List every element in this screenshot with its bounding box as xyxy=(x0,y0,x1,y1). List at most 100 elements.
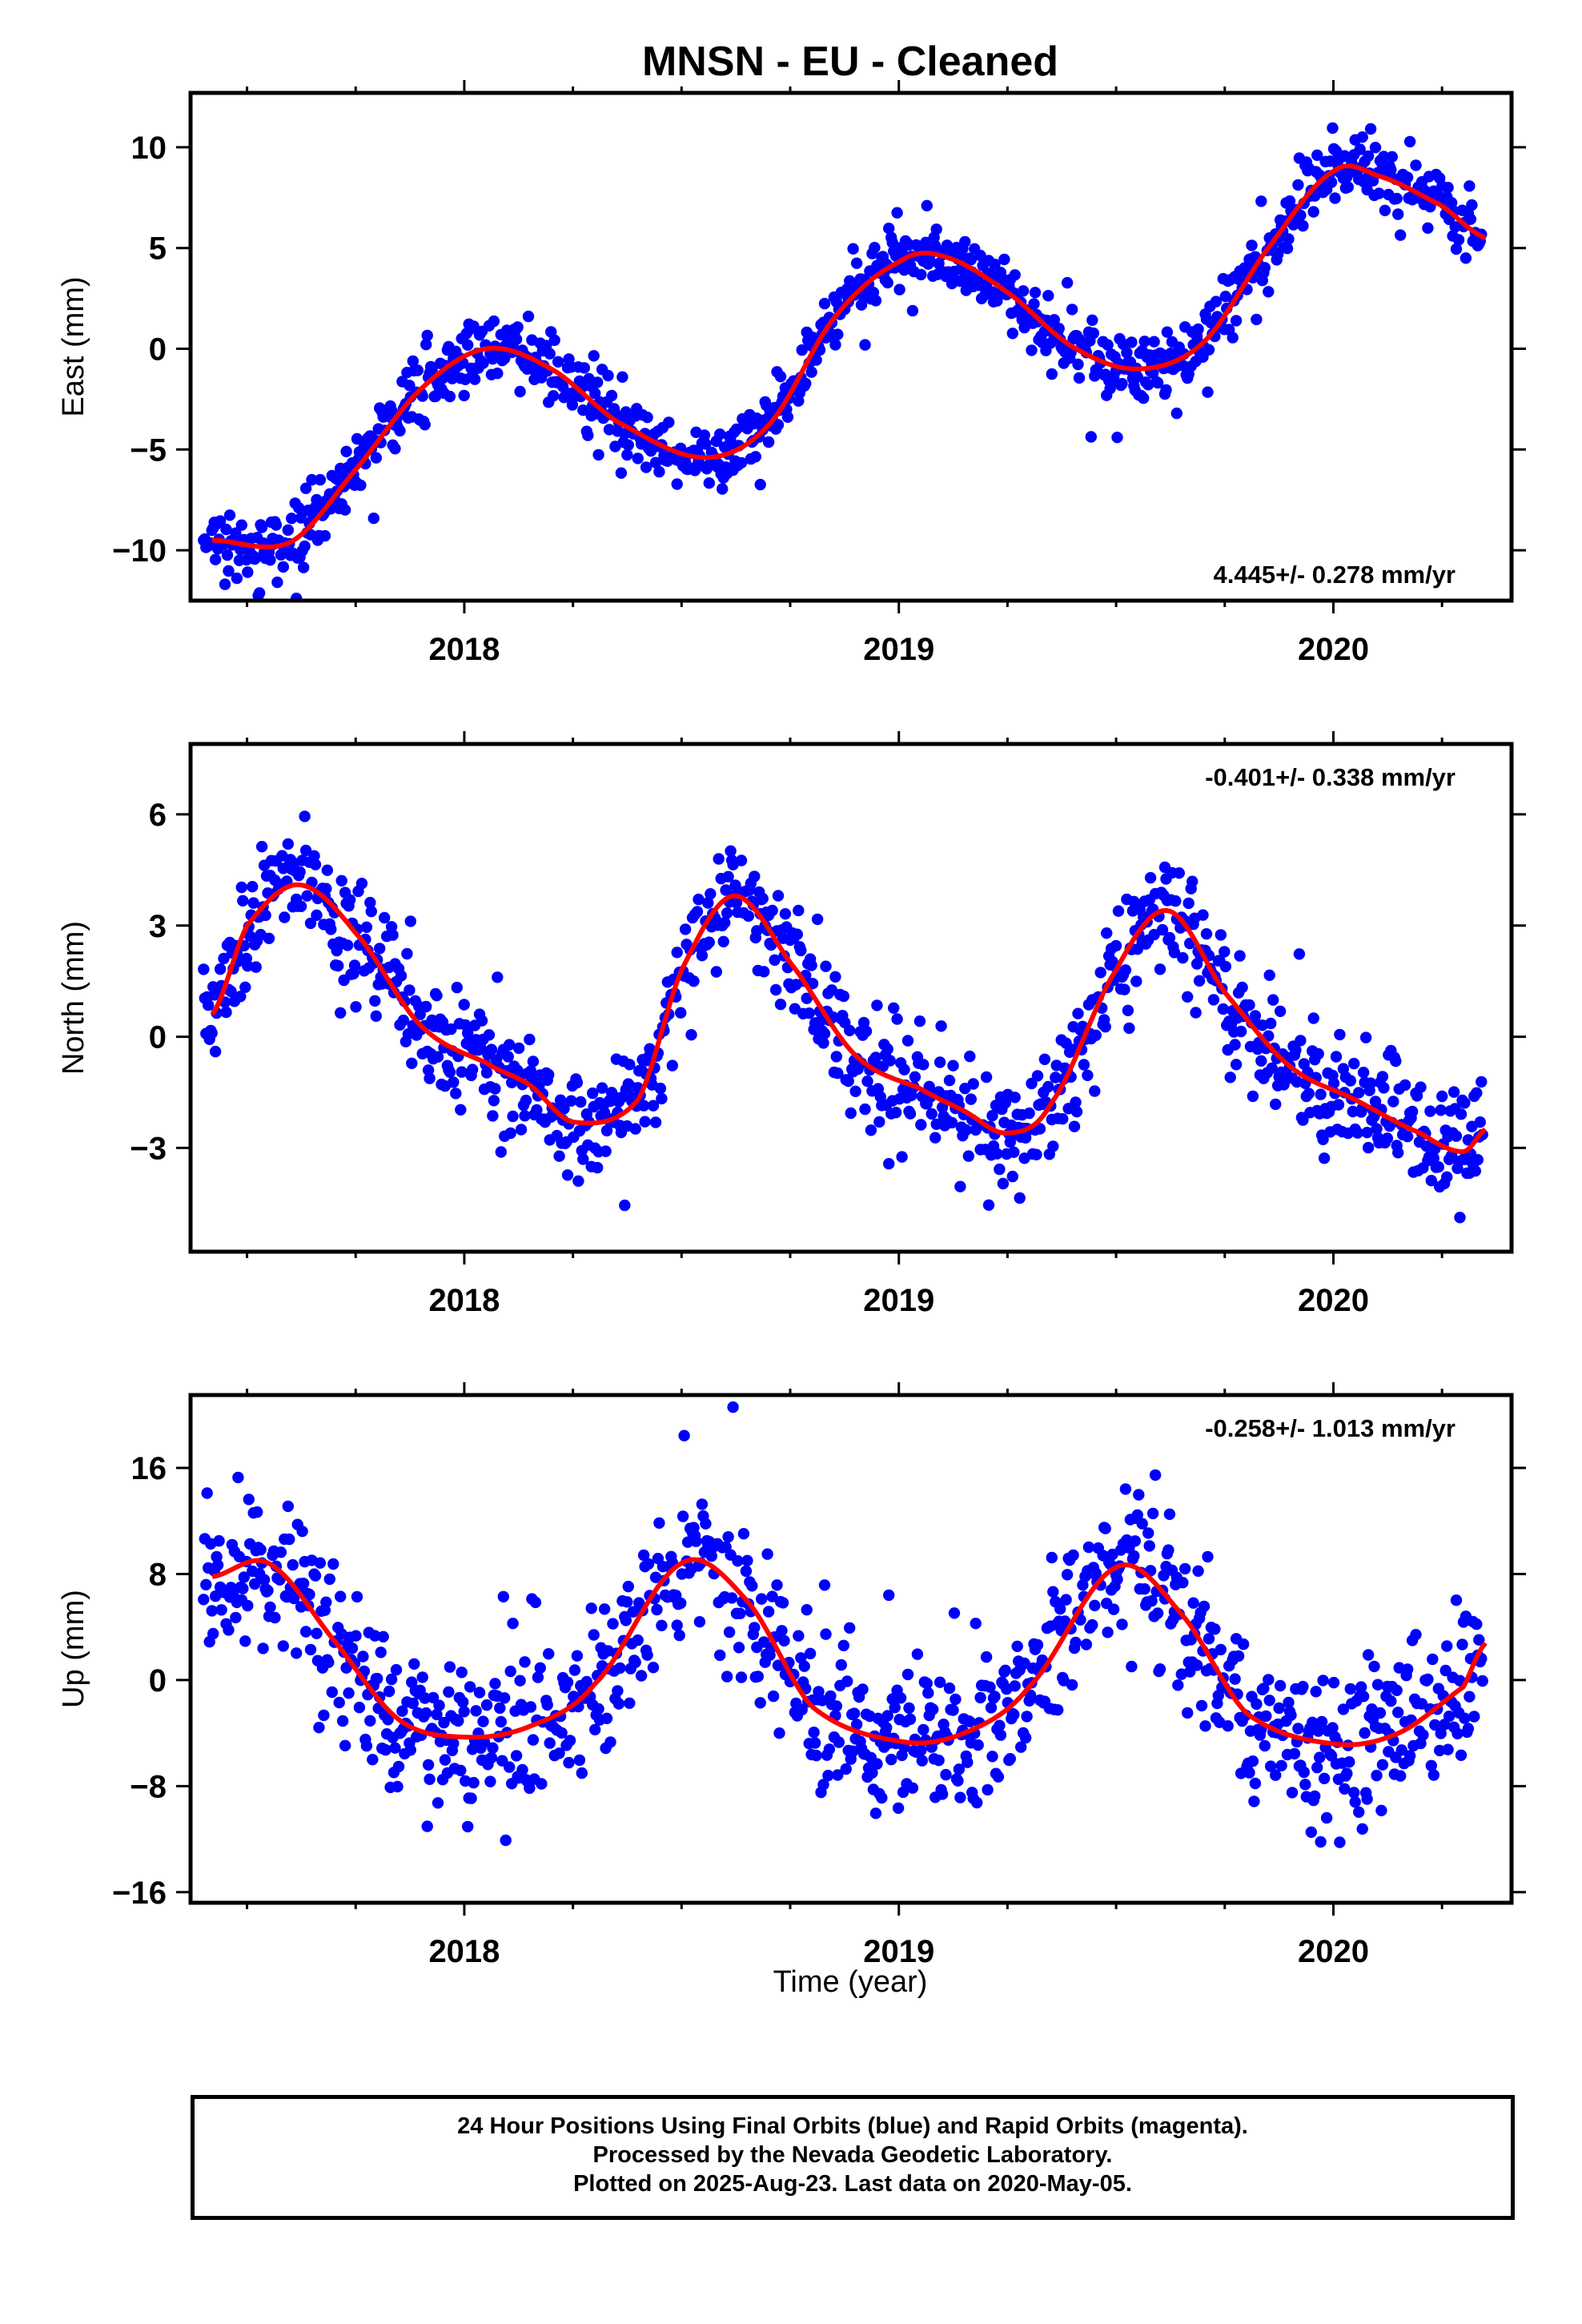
up-y-tick-label: −16 xyxy=(112,1876,167,1911)
up-point xyxy=(1415,1698,1428,1710)
east-point xyxy=(1392,208,1404,220)
north-point xyxy=(1034,1123,1046,1135)
up-point xyxy=(1018,1657,1030,1670)
up-panel: 2018 2019 2020 −16 −8 0 8 16 Up (mm) -0.258+/- 1.… xyxy=(57,1382,1526,1969)
north-point xyxy=(1082,1069,1094,1082)
north-point xyxy=(693,893,705,906)
north-point xyxy=(527,1055,540,1068)
up-point xyxy=(592,1703,604,1715)
up-point xyxy=(885,1753,897,1766)
north-point xyxy=(1197,909,1209,921)
up-point xyxy=(1288,1747,1301,1760)
north-point xyxy=(719,916,731,929)
up-point xyxy=(1195,1699,1208,1712)
up-point xyxy=(936,1788,949,1800)
up-point xyxy=(647,1662,660,1674)
up-point xyxy=(1299,1779,1311,1791)
up-point xyxy=(529,1596,542,1609)
up-x-tick-label: 2018 xyxy=(428,1934,500,1969)
up-point xyxy=(333,1696,345,1709)
east-point xyxy=(1086,314,1098,326)
up-point xyxy=(1209,1623,1221,1635)
east-rate-label: 4.445+/- 0.278 mm/yr xyxy=(1214,561,1456,589)
north-point xyxy=(1435,1104,1447,1116)
north-point xyxy=(1173,867,1186,879)
up-point xyxy=(232,1471,244,1484)
north-point xyxy=(1207,994,1220,1006)
east-point xyxy=(749,451,761,463)
up-point xyxy=(351,1590,363,1603)
north-point xyxy=(341,939,354,951)
north-point xyxy=(1474,1116,1487,1128)
north-point xyxy=(1472,1154,1484,1166)
up-point xyxy=(1086,1618,1098,1631)
up-point xyxy=(1305,1826,1318,1838)
up-point xyxy=(416,1671,428,1683)
up-point xyxy=(1450,1594,1463,1606)
up-point xyxy=(439,1754,452,1766)
up-point xyxy=(986,1751,998,1763)
east-point xyxy=(1259,262,1271,274)
up-point xyxy=(1443,1711,1456,1723)
up-point xyxy=(1452,1727,1464,1739)
north-point xyxy=(206,1027,218,1039)
up-point xyxy=(1102,1626,1114,1638)
up-point xyxy=(1015,1741,1027,1753)
east-point xyxy=(1442,182,1454,194)
up-point xyxy=(283,1533,295,1546)
north-point xyxy=(1247,1090,1259,1103)
up-point xyxy=(257,1642,269,1655)
up-point xyxy=(213,1534,225,1547)
up-point xyxy=(741,1554,753,1567)
east-point xyxy=(930,223,942,235)
up-point xyxy=(494,1702,506,1715)
north-point xyxy=(572,1175,584,1188)
east-point xyxy=(255,521,268,533)
east-y-tick-label: 5 xyxy=(149,231,167,267)
up-point xyxy=(767,1690,780,1703)
east-point xyxy=(959,235,971,248)
north-point xyxy=(934,1056,946,1068)
east-point xyxy=(1449,221,1461,233)
up-point xyxy=(1395,1770,1407,1782)
north-point xyxy=(492,971,504,983)
footer-line-3: Plotted on 2025-Aug-23. Last data on 202… xyxy=(573,2171,1132,2197)
north-point xyxy=(1327,1077,1340,1089)
up-point xyxy=(296,1526,308,1538)
east-point xyxy=(616,371,628,383)
north-point xyxy=(688,975,700,987)
east-point xyxy=(1203,344,1215,356)
north-point xyxy=(504,1127,516,1140)
east-point xyxy=(270,519,283,531)
north-point xyxy=(751,925,763,937)
east-point xyxy=(1255,195,1267,207)
up-point xyxy=(1341,1767,1353,1779)
north-point xyxy=(873,1116,885,1128)
north-point xyxy=(1274,1005,1287,1018)
north-point xyxy=(710,966,722,978)
up-point xyxy=(346,1642,359,1655)
up-point xyxy=(892,1802,905,1814)
east-point xyxy=(468,373,481,385)
east-point xyxy=(632,452,644,464)
east-point xyxy=(1450,243,1463,255)
up-point xyxy=(1090,1567,1102,1579)
east-point xyxy=(1283,233,1295,245)
north-point xyxy=(321,864,333,876)
up-point xyxy=(457,1696,469,1708)
east-point xyxy=(512,321,524,333)
north-point xyxy=(480,1067,493,1079)
up-point xyxy=(1311,1761,1323,1774)
east-point xyxy=(998,253,1010,266)
up-point xyxy=(249,1578,261,1590)
up-point xyxy=(1348,1787,1360,1799)
up-point xyxy=(1126,1660,1138,1673)
up-point xyxy=(869,1807,882,1819)
up-point xyxy=(1273,1702,1285,1715)
north-point xyxy=(803,1007,815,1019)
north-point xyxy=(250,961,262,973)
north-point xyxy=(304,917,317,930)
up-point xyxy=(1154,1663,1166,1675)
east-point xyxy=(275,549,287,561)
north-point xyxy=(1471,1087,1483,1099)
